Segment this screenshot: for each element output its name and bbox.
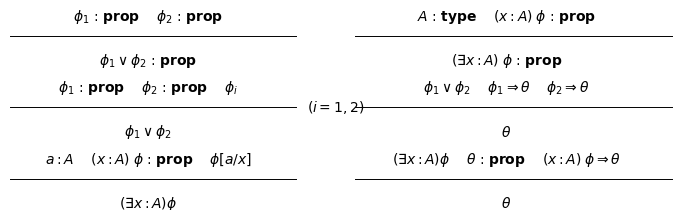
Text: $(\exists x : A)\phi$: $(\exists x : A)\phi$	[119, 195, 177, 210]
Text: $\phi_1 \vee \phi_2$ : $\mathbf{prop}$: $\phi_1 \vee \phi_2$ : $\mathbf{prop}$	[99, 52, 197, 70]
Text: $A$ : $\mathbf{type}$    $(x : A)\; \phi$ : $\mathbf{prop}$: $A$ : $\mathbf{type}$ $(x : A)\; \phi$ :…	[417, 8, 596, 26]
Text: $\theta$: $\theta$	[502, 196, 511, 210]
Text: $\phi_1 \vee \phi_2$    $\phi_1 \Rightarrow \theta$    $\phi_2 \Rightarrow \thet: $\phi_1 \vee \phi_2$ $\phi_1 \Rightarrow…	[423, 79, 590, 97]
Text: $(\exists x : A)\; \phi$ : $\mathbf{prop}$: $(\exists x : A)\; \phi$ : $\mathbf{prop…	[451, 52, 562, 70]
Text: $\phi_1$ : $\mathbf{prop}$    $\phi_2$ : $\mathbf{prop}$: $\phi_1$ : $\mathbf{prop}$ $\phi_2$ : $\…	[73, 8, 223, 26]
Text: $\phi_1$ : $\mathbf{prop}$    $\phi_2$ : $\mathbf{prop}$    $\phi_i$: $\phi_1$ : $\mathbf{prop}$ $\phi_2$ : $\…	[58, 79, 238, 97]
Text: $a : A$    $(x : A)\; \phi$ : $\mathbf{prop}$    $\phi[a/x]$: $a : A$ $(x : A)\; \phi$ : $\mathbf{prop…	[45, 151, 251, 169]
Text: $(\exists x : A)\phi$    $\theta$ : $\mathbf{prop}$    $(x : A)\; \phi \Rightarr: $(\exists x : A)\phi$ $\theta$ : $\mathb…	[392, 151, 621, 169]
Text: $(i = 1, 2)$: $(i = 1, 2)$	[307, 99, 364, 116]
Text: $\theta$: $\theta$	[502, 125, 511, 140]
Text: $\phi_1 \vee \phi_2$: $\phi_1 \vee \phi_2$	[124, 123, 172, 141]
